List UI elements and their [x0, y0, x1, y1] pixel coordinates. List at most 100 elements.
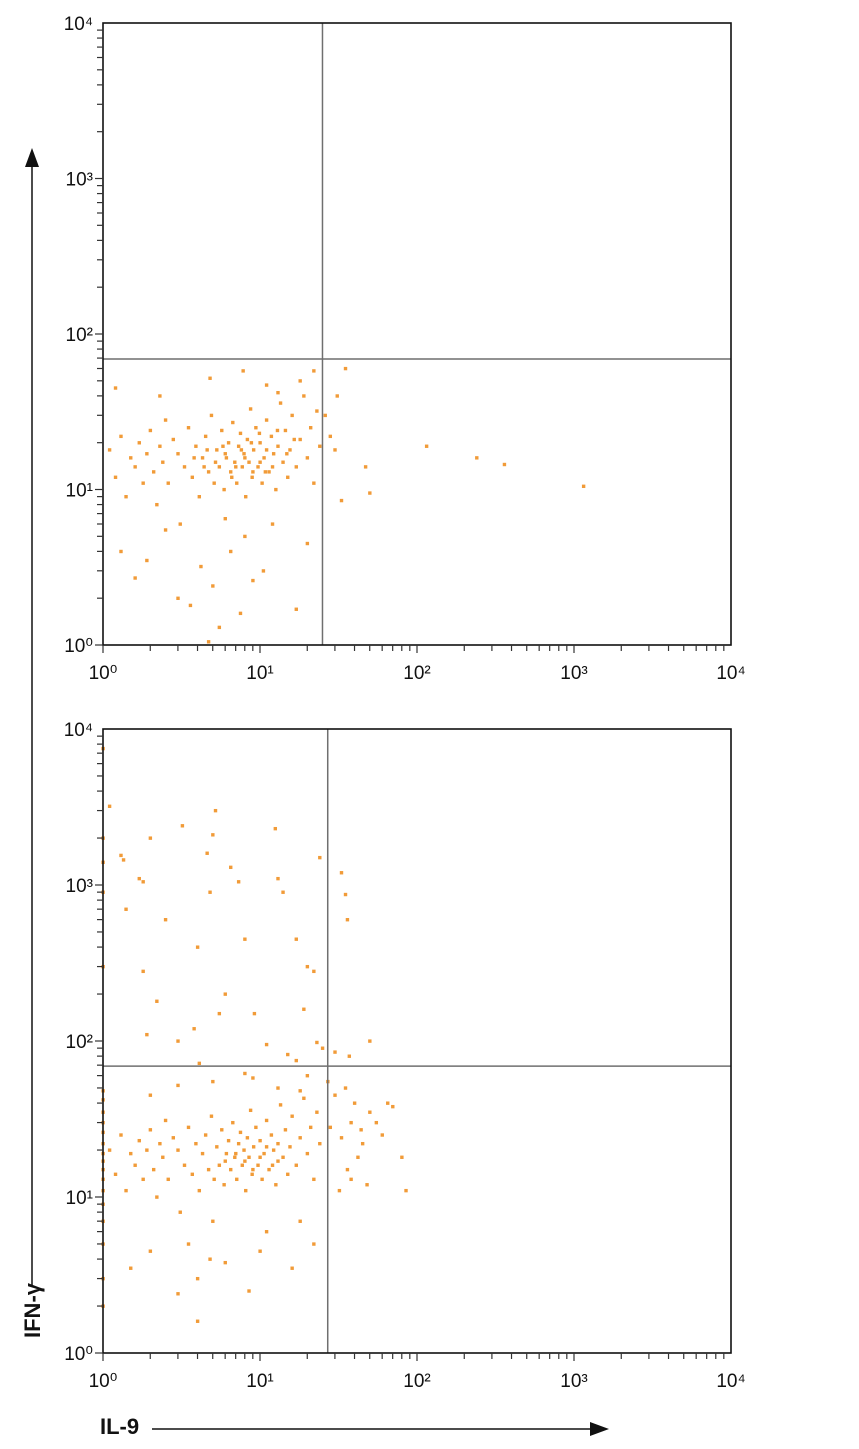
data-point — [400, 1155, 404, 1159]
y-tick-label: 10³ — [66, 876, 93, 897]
data-point — [244, 1188, 248, 1193]
data-point — [318, 855, 322, 860]
data-point — [242, 1148, 246, 1152]
data-point — [171, 1136, 176, 1140]
data-point — [199, 564, 203, 569]
data-point — [258, 1155, 262, 1159]
data-point — [286, 475, 290, 479]
data-point — [107, 448, 112, 452]
data-point — [251, 1076, 255, 1080]
data-point — [264, 1145, 269, 1149]
data-point — [206, 1167, 211, 1172]
data-point — [151, 470, 156, 474]
data-point — [312, 481, 316, 485]
data-point — [251, 1145, 256, 1149]
data-point — [305, 456, 310, 460]
data-point — [186, 1125, 191, 1130]
data-point — [581, 484, 586, 489]
data-point — [137, 441, 141, 445]
data-point — [176, 1039, 180, 1043]
data-point — [222, 1183, 226, 1187]
data-point — [339, 871, 344, 875]
data-point — [155, 999, 159, 1003]
data-point — [240, 465, 244, 469]
data-point — [298, 1089, 302, 1093]
data-point — [171, 437, 176, 442]
data-point — [251, 448, 256, 452]
data-point — [194, 1141, 198, 1146]
data-point — [267, 1167, 271, 1172]
data-point — [133, 1163, 137, 1167]
data-point — [194, 444, 198, 448]
data-point — [113, 386, 118, 390]
y-tick-label: 10² — [66, 325, 93, 346]
data-point — [223, 992, 227, 996]
data-point — [260, 481, 264, 485]
data-point — [161, 460, 165, 464]
data-point — [203, 434, 208, 439]
data-point — [190, 475, 195, 479]
data-point — [236, 444, 241, 448]
data-point — [294, 607, 298, 611]
y-tick-label: 10¹ — [66, 481, 93, 502]
data-point — [195, 1319, 200, 1323]
data-point — [195, 1276, 200, 1281]
data-point — [337, 1188, 342, 1193]
data-point — [320, 1046, 325, 1050]
y-tick-label: 10⁴ — [64, 14, 93, 35]
data-point — [233, 460, 237, 464]
data-point — [221, 444, 225, 448]
data-point — [192, 1027, 196, 1031]
x-tick-label: 10³ — [560, 1371, 587, 1392]
data-point — [264, 448, 269, 452]
data-point — [271, 1148, 276, 1152]
data-point — [176, 452, 180, 456]
scatter-panel-top: 10⁰ 10⁰ 10¹ 10¹ 10² 10² 10³ 10³ 10⁴ 10⁴ — [64, 14, 746, 684]
y-tick-label: 10⁰ — [64, 636, 93, 657]
data-point — [234, 465, 238, 469]
data-point — [281, 890, 285, 894]
data-point — [242, 452, 246, 456]
data-point — [349, 1177, 353, 1182]
data-point — [229, 549, 233, 554]
data-point — [178, 522, 182, 526]
data-point — [238, 431, 243, 436]
y-tick-label: 10³ — [66, 170, 93, 191]
data-point — [182, 1163, 187, 1167]
data-point — [202, 465, 206, 469]
data-point — [343, 366, 348, 371]
data-point — [155, 1195, 159, 1199]
data-point — [267, 470, 271, 474]
data-point — [308, 426, 313, 430]
data-point — [129, 456, 133, 460]
plot-frame — [102, 728, 732, 1354]
data-point — [137, 876, 141, 881]
data-point — [212, 481, 216, 485]
data-point — [285, 452, 289, 456]
data-point — [212, 1177, 216, 1182]
data-point — [391, 1104, 395, 1109]
data-point — [133, 465, 137, 469]
data-point — [236, 880, 241, 884]
data-point — [205, 448, 209, 452]
data-point — [197, 1188, 202, 1193]
x-tick-label: 10⁴ — [716, 663, 745, 684]
data-point — [220, 1128, 224, 1132]
data-point — [176, 1083, 180, 1088]
data-point — [231, 1120, 235, 1125]
data-point — [368, 1110, 372, 1114]
data-point — [230, 475, 234, 479]
data-point — [283, 428, 288, 433]
data-point — [245, 1136, 250, 1140]
data-point — [368, 491, 372, 495]
data-point — [328, 1125, 333, 1130]
y-tick-label: 10⁰ — [64, 1344, 93, 1365]
data-point — [276, 390, 280, 395]
data-point — [254, 426, 258, 430]
data-point — [333, 1093, 337, 1097]
data-point — [349, 1120, 353, 1125]
data-point — [290, 413, 294, 418]
data-point — [238, 1130, 243, 1135]
data-point — [288, 448, 292, 452]
data-point — [200, 1151, 205, 1156]
